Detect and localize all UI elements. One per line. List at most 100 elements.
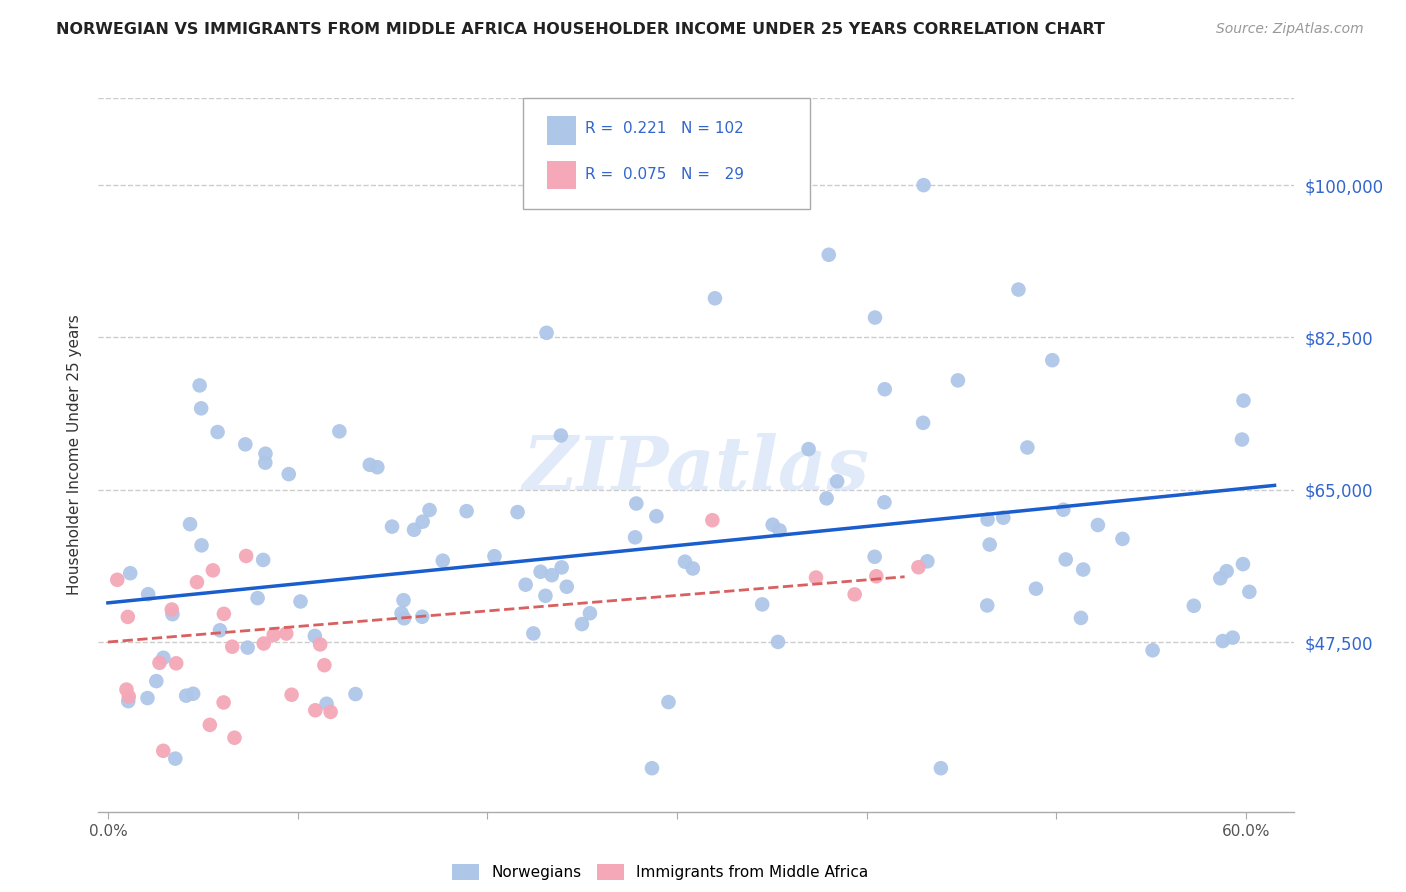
Point	[1025, 582, 1047, 596]
Point	[319, 705, 342, 719]
Point	[515, 577, 537, 591]
Point	[188, 378, 211, 392]
Point	[540, 568, 562, 582]
Point	[201, 563, 224, 577]
Point	[290, 594, 312, 608]
Point	[703, 291, 725, 305]
Point	[236, 640, 259, 655]
Point	[1017, 441, 1039, 455]
Point	[212, 607, 235, 621]
Point	[207, 425, 229, 439]
Point	[252, 553, 274, 567]
Text: Source: ZipAtlas.com: Source: ZipAtlas.com	[1216, 22, 1364, 37]
Point	[1232, 393, 1254, 408]
Point	[1111, 532, 1133, 546]
Point	[534, 589, 557, 603]
Point	[235, 549, 257, 563]
Point	[976, 599, 998, 613]
Point	[148, 656, 170, 670]
Point	[359, 458, 381, 472]
Point	[657, 695, 679, 709]
Point	[1182, 599, 1205, 613]
Point	[179, 517, 201, 532]
Point	[1070, 611, 1092, 625]
Point	[105, 573, 128, 587]
Point	[1071, 562, 1094, 576]
Point	[160, 602, 183, 616]
Point	[208, 624, 231, 638]
Point	[212, 695, 235, 709]
Point	[253, 636, 276, 650]
Point	[224, 731, 246, 745]
Point	[976, 512, 998, 526]
Legend: Norwegians, Immigrants from Middle Africa: Norwegians, Immigrants from Middle Afric…	[446, 858, 875, 886]
FancyBboxPatch shape	[547, 116, 576, 145]
Point	[624, 530, 647, 544]
Point	[366, 460, 388, 475]
Point	[221, 640, 243, 654]
Point	[418, 503, 440, 517]
Point	[174, 689, 197, 703]
Point	[873, 495, 896, 509]
Point	[276, 626, 298, 640]
Point	[1209, 571, 1232, 585]
Point	[1052, 502, 1074, 516]
Point	[392, 593, 415, 607]
Point	[186, 575, 208, 590]
Point	[946, 373, 969, 387]
Point	[181, 687, 204, 701]
Point	[682, 561, 704, 575]
Point	[550, 560, 572, 574]
Point	[315, 697, 337, 711]
Point	[1232, 557, 1254, 571]
Point	[817, 248, 839, 262]
Point	[1215, 564, 1237, 578]
Point	[1087, 518, 1109, 533]
Point	[456, 504, 478, 518]
Point	[579, 606, 602, 620]
FancyBboxPatch shape	[523, 98, 810, 209]
Point	[304, 703, 326, 717]
Point	[751, 598, 773, 612]
Point	[529, 565, 551, 579]
Point	[825, 475, 848, 489]
Point	[328, 425, 350, 439]
FancyBboxPatch shape	[547, 161, 576, 189]
Point	[118, 690, 141, 704]
Point	[314, 658, 336, 673]
Point	[536, 326, 558, 340]
Point	[263, 628, 285, 642]
Point	[165, 657, 187, 671]
Point	[246, 591, 269, 606]
Point	[1007, 283, 1029, 297]
Point	[1054, 552, 1077, 566]
Point	[673, 555, 696, 569]
Point	[979, 537, 1001, 551]
Point	[484, 549, 506, 564]
Point	[1212, 634, 1234, 648]
Point	[402, 523, 425, 537]
Point	[145, 674, 167, 689]
Text: ZIPatlas: ZIPatlas	[523, 433, 869, 506]
Point	[136, 691, 159, 706]
Y-axis label: Householder Income Under 25 years: Householder Income Under 25 years	[67, 315, 83, 595]
Point	[506, 505, 529, 519]
Point	[1222, 631, 1244, 645]
Point	[152, 744, 174, 758]
Point	[254, 447, 277, 461]
Point	[804, 570, 827, 584]
Text: R =  0.075   N =   29: R = 0.075 N = 29	[585, 167, 744, 182]
Point	[917, 554, 939, 568]
Point	[162, 607, 184, 622]
Point	[768, 524, 790, 538]
Point	[233, 437, 256, 451]
Point	[1230, 433, 1253, 447]
Point	[873, 382, 896, 396]
Point	[120, 566, 142, 581]
Point	[309, 637, 332, 651]
Point	[190, 538, 212, 552]
Point	[392, 611, 415, 625]
Text: NORWEGIAN VS IMMIGRANTS FROM MIDDLE AFRICA HOUSEHOLDER INCOME UNDER 25 YEARS COR: NORWEGIAN VS IMMIGRANTS FROM MIDDLE AFRI…	[56, 22, 1105, 37]
Point	[344, 687, 367, 701]
Point	[766, 635, 789, 649]
